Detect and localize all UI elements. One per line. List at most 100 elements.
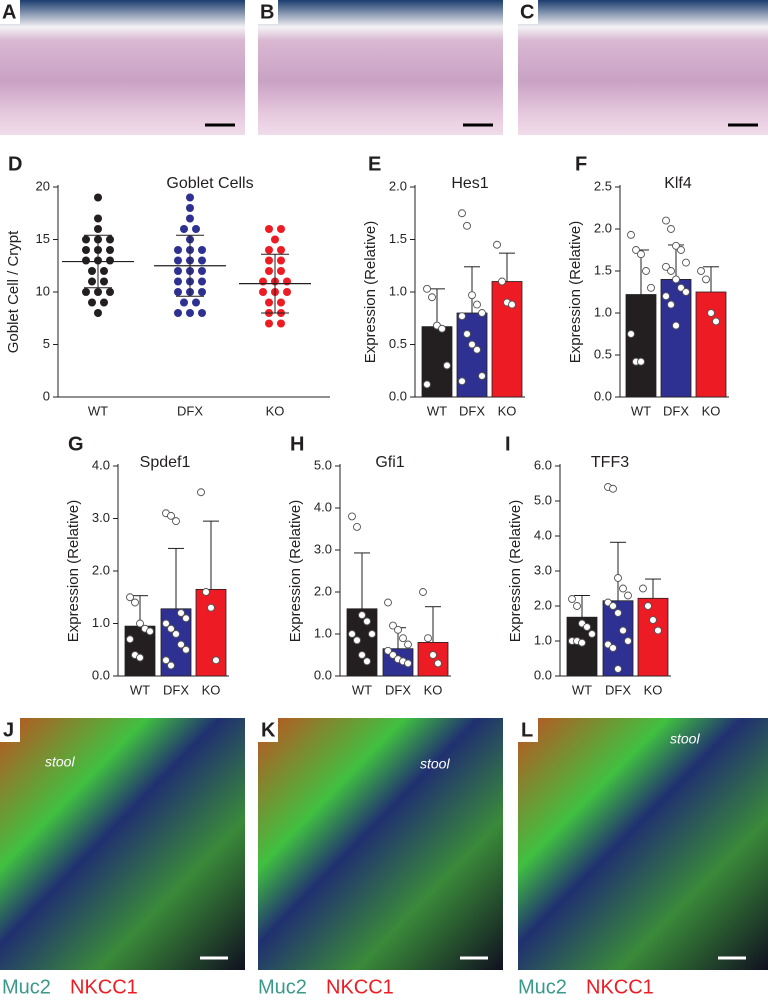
data-point [197,488,205,497]
data-point [647,283,655,292]
y-tick-label: 0.5 [594,346,612,361]
data-point [271,235,279,244]
y-tick-label: 0.0 [314,667,332,682]
y-tick-label: 0.0 [389,388,407,403]
bar [637,597,669,677]
panel-label: A [2,1,16,23]
y-tick-label: 6.0 [534,457,552,472]
x-tick-label: KO [424,682,443,697]
data-point [614,609,622,617]
data-point [167,511,175,520]
panel-label: F [575,153,587,175]
y-tick-label: 5.0 [534,492,552,507]
y-axis-label: Goblet Cell / Crypt [5,230,22,353]
data-point [662,216,670,225]
data-point [265,298,273,307]
data-point [198,256,206,265]
data-point [202,588,210,596]
data-point [423,284,431,293]
data-point [212,656,220,665]
data-point [100,267,108,275]
panel-label: E [368,153,381,175]
y-tick-label: 3.0 [92,510,110,525]
data-point [463,221,471,230]
y-tick-label: 1.0 [534,632,552,647]
data-point [667,225,675,233]
y-tick-label: 1.0 [92,615,110,630]
data-point [697,267,705,275]
panel-label: C [520,1,534,23]
data-point [106,256,114,265]
annotation: stool [420,756,450,772]
panel-label: J [3,719,14,741]
data-point [180,298,188,307]
data-point [702,275,710,284]
data-point [277,246,285,254]
data-point [348,512,356,521]
chart-title: Klf4 [664,175,692,192]
data-point [198,309,206,317]
data-point [353,522,361,531]
channel-label: NKCC1 [326,976,394,998]
data-point [259,288,267,296]
data-point [399,634,407,643]
data-point [624,637,632,645]
data-point [707,309,715,317]
x-tick-label: DFX [459,403,485,418]
data-point [94,309,102,317]
x-tick-label: DFX [663,403,689,418]
data-point [277,319,285,328]
channel-label: Muc2 [518,976,567,998]
x-tick-label: DFX [605,682,631,697]
y-tick-label: 1.5 [594,262,612,277]
image-a [0,0,245,135]
x-tick-label: WT [572,682,592,697]
y-tick-label: 5.0 [314,457,332,472]
data-point [94,288,102,296]
data-point [508,300,516,309]
y-tick-label: 15 [36,231,50,246]
x-tick-label: KO [644,682,663,697]
image-c [518,0,768,135]
data-point [207,603,215,612]
data-point [468,291,476,300]
y-tick-label: 20 [36,178,50,193]
data-point [609,644,617,652]
data-point [198,288,206,296]
data-point [429,651,437,659]
y-tick-label: 1.0 [594,304,612,319]
data-point [609,602,617,610]
data-point [162,619,170,628]
y-tick-label: 0.0 [92,667,110,682]
chart-title: Goblet Cells [166,175,253,192]
data-point [277,267,285,275]
data-point [672,241,680,250]
y-tick-label: 4.0 [92,457,110,472]
bar [195,588,227,677]
panel-label: G [68,433,84,455]
data-point [588,630,596,638]
y-tick-label: 4.0 [314,499,332,514]
data-point [712,317,720,326]
panel-label: B [260,1,274,23]
data-point [283,288,291,296]
y-tick-label: 2.0 [92,562,110,577]
panel-label: D [8,153,22,175]
data-point [167,624,175,633]
y-tick-label: 10 [36,283,50,298]
y-tick-label: 2.0 [534,597,552,612]
data-point [394,625,402,634]
bar [625,294,657,398]
data-point [632,246,640,254]
bar [346,608,378,677]
data-point [609,484,617,493]
data-point [404,659,412,668]
data-point [126,593,134,602]
data-point [167,661,175,670]
x-tick-label: KO [202,682,221,697]
y-axis-label: Expression (Relative) [287,500,304,643]
image-l [518,718,768,970]
data-point [174,309,182,317]
data-point [198,267,206,275]
